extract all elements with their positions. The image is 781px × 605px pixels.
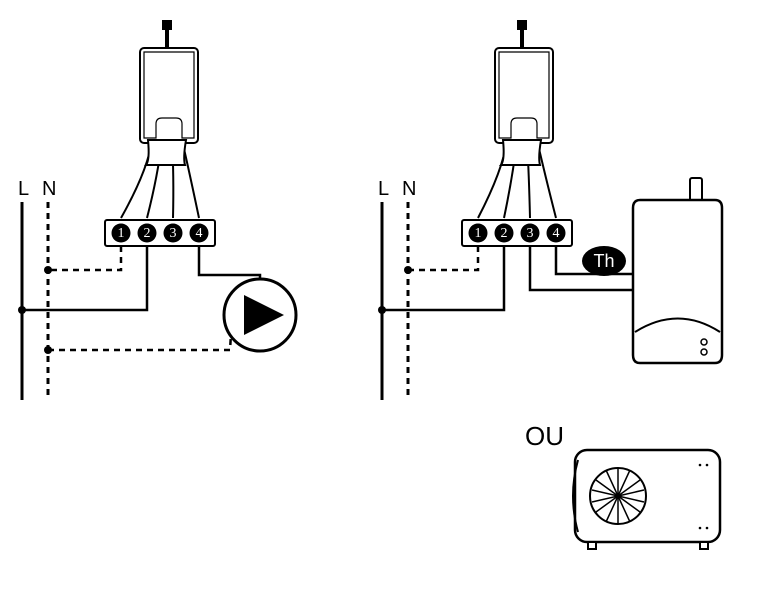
label-L-right: L [378, 178, 389, 201]
label-N-right: N [402, 178, 416, 201]
junction-dot [378, 306, 386, 314]
receiver-right [495, 20, 553, 143]
pump-icon [224, 279, 296, 351]
th-label: Th [593, 251, 614, 271]
ou-label: OU [525, 421, 564, 451]
diagram-svg: 1 2 3 4 [0, 0, 781, 605]
boiler-icon [633, 178, 722, 363]
junction-dot [44, 266, 52, 274]
right-diagram: Th OU [378, 20, 722, 549]
label-N-left: N [42, 178, 56, 201]
receiver-left [140, 20, 198, 143]
left-diagram [18, 20, 296, 400]
wiring-diagram-container: { "labels": { "L": "L", "N": "N", "Th": … [0, 0, 781, 605]
label-L-left: L [18, 178, 29, 201]
junction-dot [18, 306, 26, 314]
junction-dot [44, 346, 52, 354]
heatpump-icon [573, 450, 720, 549]
junction-dot [404, 266, 412, 274]
terminal-strip-left [105, 220, 215, 246]
terminal-strip-right [462, 220, 572, 246]
